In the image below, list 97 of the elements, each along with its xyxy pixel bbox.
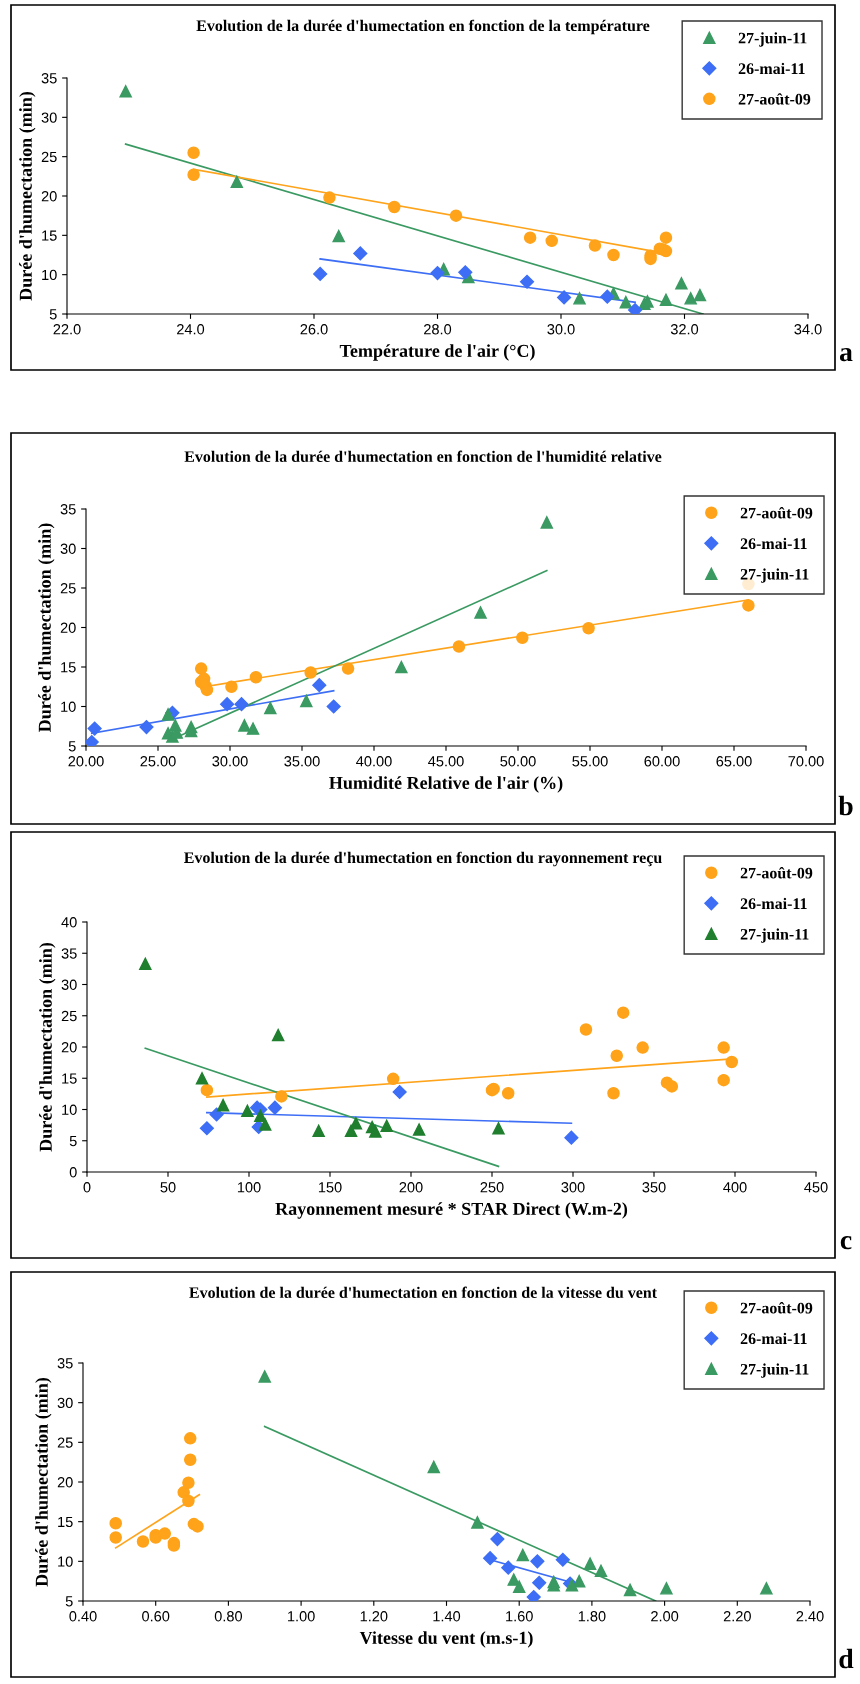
y-tick-label: 20 [57, 1477, 73, 1488]
x-tick-label: 50 [160, 1182, 176, 1193]
legend-label: 26-mai-11 [740, 1332, 807, 1345]
y-tick-label: 15 [42, 230, 57, 241]
x-tick-label: 1.60 [506, 1611, 533, 1622]
legend-label: 26-mai-11 [740, 537, 807, 550]
x-tick-label: 0.40 [69, 1611, 97, 1622]
x-tick-label: 35.00 [284, 756, 320, 767]
x-tick-label: 0.60 [142, 1611, 170, 1622]
y-tick-label: 5 [68, 741, 76, 752]
y-tick-label: 20 [60, 622, 76, 633]
text: b [838, 795, 853, 816]
x-tick-label: 26.0 [300, 324, 328, 335]
x-axis-title: Rayonnement mesuré * STAR Direct (W.m-2) [275, 1202, 628, 1219]
x-tick-label: 2.00 [651, 1611, 679, 1622]
text: a [839, 348, 853, 362]
y-tick-label: 15 [62, 1073, 77, 1084]
x-tick-label: 20.00 [68, 756, 104, 767]
x-tick-label: 24.0 [177, 324, 205, 335]
y-tick-label: 35 [60, 504, 76, 515]
text: d [839, 1648, 854, 1669]
x-tick-label: 30.00 [212, 756, 248, 767]
y-tick-label: 15 [61, 662, 76, 673]
x-axis-title: Température de l'air (°C) [339, 344, 535, 361]
x-tick-label: 34.0 [794, 324, 822, 335]
x-tick-label: 1.80 [578, 1611, 606, 1622]
x-tick-label: 22.0 [53, 324, 81, 335]
x-tick-label: 350 [642, 1182, 666, 1193]
legend-label: 27-août-09 [740, 507, 813, 519]
y-tick-label: 25 [57, 1437, 73, 1448]
x-tick-label: 100 [237, 1182, 261, 1193]
x-tick-label: 150 [318, 1182, 342, 1193]
x-tick-label: 28.0 [424, 324, 452, 335]
x-axis-title: Humidité Relative de l'air (%) [329, 776, 563, 793]
y-tick-label: 30 [60, 543, 76, 554]
y-tick-label: 40 [61, 917, 77, 928]
x-tick-label: 25.00 [140, 756, 176, 767]
legend-label: 27-juin-11 [740, 1363, 809, 1378]
x-tick-label: 45.00 [428, 756, 464, 767]
legend-label: 26-mai-11 [740, 897, 807, 910]
y-axis-title: Durée d'humectation (min) [35, 1377, 52, 1587]
y-axis-title: Durée d'humectation (min) [19, 91, 36, 301]
y-tick-label: 35 [41, 73, 57, 84]
y-tick-label: 30 [41, 112, 57, 123]
y-tick-label: 30 [57, 1397, 73, 1409]
x-tick-label: 1.20 [360, 1611, 388, 1622]
x-tick-label: 450 [804, 1182, 828, 1193]
x-tick-label: 1.00 [288, 1611, 315, 1622]
x-tick-label: 200 [399, 1182, 423, 1193]
chart-title: Evolution de la durée d'humectation en fonction de l'humidité relative [184, 450, 662, 463]
x-tick-label: 0 [83, 1182, 91, 1193]
x-tick-label: 65.00 [716, 756, 752, 767]
chart-title: Evolution de la durée d'humectation en fonction de la température [196, 19, 650, 35]
x-tick-label: 32.0 [670, 324, 699, 335]
x-axis-title: Vitesse du vent (m.s-1) [359, 1631, 533, 1648]
y-tick-label: 25 [61, 1010, 77, 1022]
y-tick-label: 10 [61, 701, 76, 712]
y-tick-label: 25 [41, 151, 57, 163]
y-tick-label: 20 [41, 191, 57, 202]
legend-label: 27-juin-11 [740, 568, 809, 583]
x-tick-label: 30.0 [547, 324, 575, 335]
y-tick-label: 0 [69, 1167, 77, 1178]
x-tick-label: 2.40 [796, 1611, 824, 1622]
y-tick-label: 5 [49, 309, 57, 320]
legend-label: 27-août-09 [740, 867, 813, 879]
chart-title: Evolution de la durée d'humectation en fonction du rayonnement reçu [184, 851, 662, 867]
text: c [840, 1235, 852, 1250]
legend-label: 27-juin-11 [740, 928, 809, 943]
x-tick-label: 55.00 [572, 756, 608, 767]
x-tick-label: 400 [723, 1182, 747, 1193]
y-tick-label: 35 [57, 1358, 73, 1369]
x-tick-label: 0.80 [214, 1611, 243, 1622]
y-tick-label: 15 [58, 1516, 73, 1528]
y-tick-label: 35 [61, 948, 77, 959]
chart-title: Evolution de la durée d'humectation en fonction de la vitesse du vent [189, 1286, 657, 1299]
x-tick-label: 40.00 [356, 756, 392, 767]
x-tick-label: 60.00 [644, 756, 680, 767]
y-axis-title: Durée d'humectation (min) [39, 942, 56, 1152]
x-tick-label: 300 [561, 1182, 585, 1193]
legend-label: 27-août-09 [740, 1302, 813, 1314]
y-tick-label: 20 [61, 1042, 77, 1053]
legend-label: 27-juin-11 [738, 32, 807, 47]
y-tick-label: 10 [58, 1556, 73, 1567]
y-tick-label: 10 [42, 269, 57, 281]
y-tick-label: 25 [60, 583, 76, 594]
y-tick-label: 5 [69, 1136, 77, 1147]
x-tick-label: 70.00 [788, 756, 824, 767]
legend-label: 26-mai-11 [738, 62, 805, 75]
legend-label: 27-août-09 [738, 93, 811, 105]
y-tick-label: 10 [62, 1104, 77, 1115]
x-tick-label: 50.00 [500, 756, 536, 767]
y-tick-label: 30 [61, 979, 77, 990]
y-axis-title: Durée d'humectation (min) [38, 523, 55, 732]
x-tick-label: 1.40 [433, 1611, 461, 1622]
y-tick-label: 5 [65, 1596, 73, 1607]
x-tick-label: 250 [480, 1182, 504, 1193]
x-tick-label: 2.20 [723, 1611, 751, 1622]
